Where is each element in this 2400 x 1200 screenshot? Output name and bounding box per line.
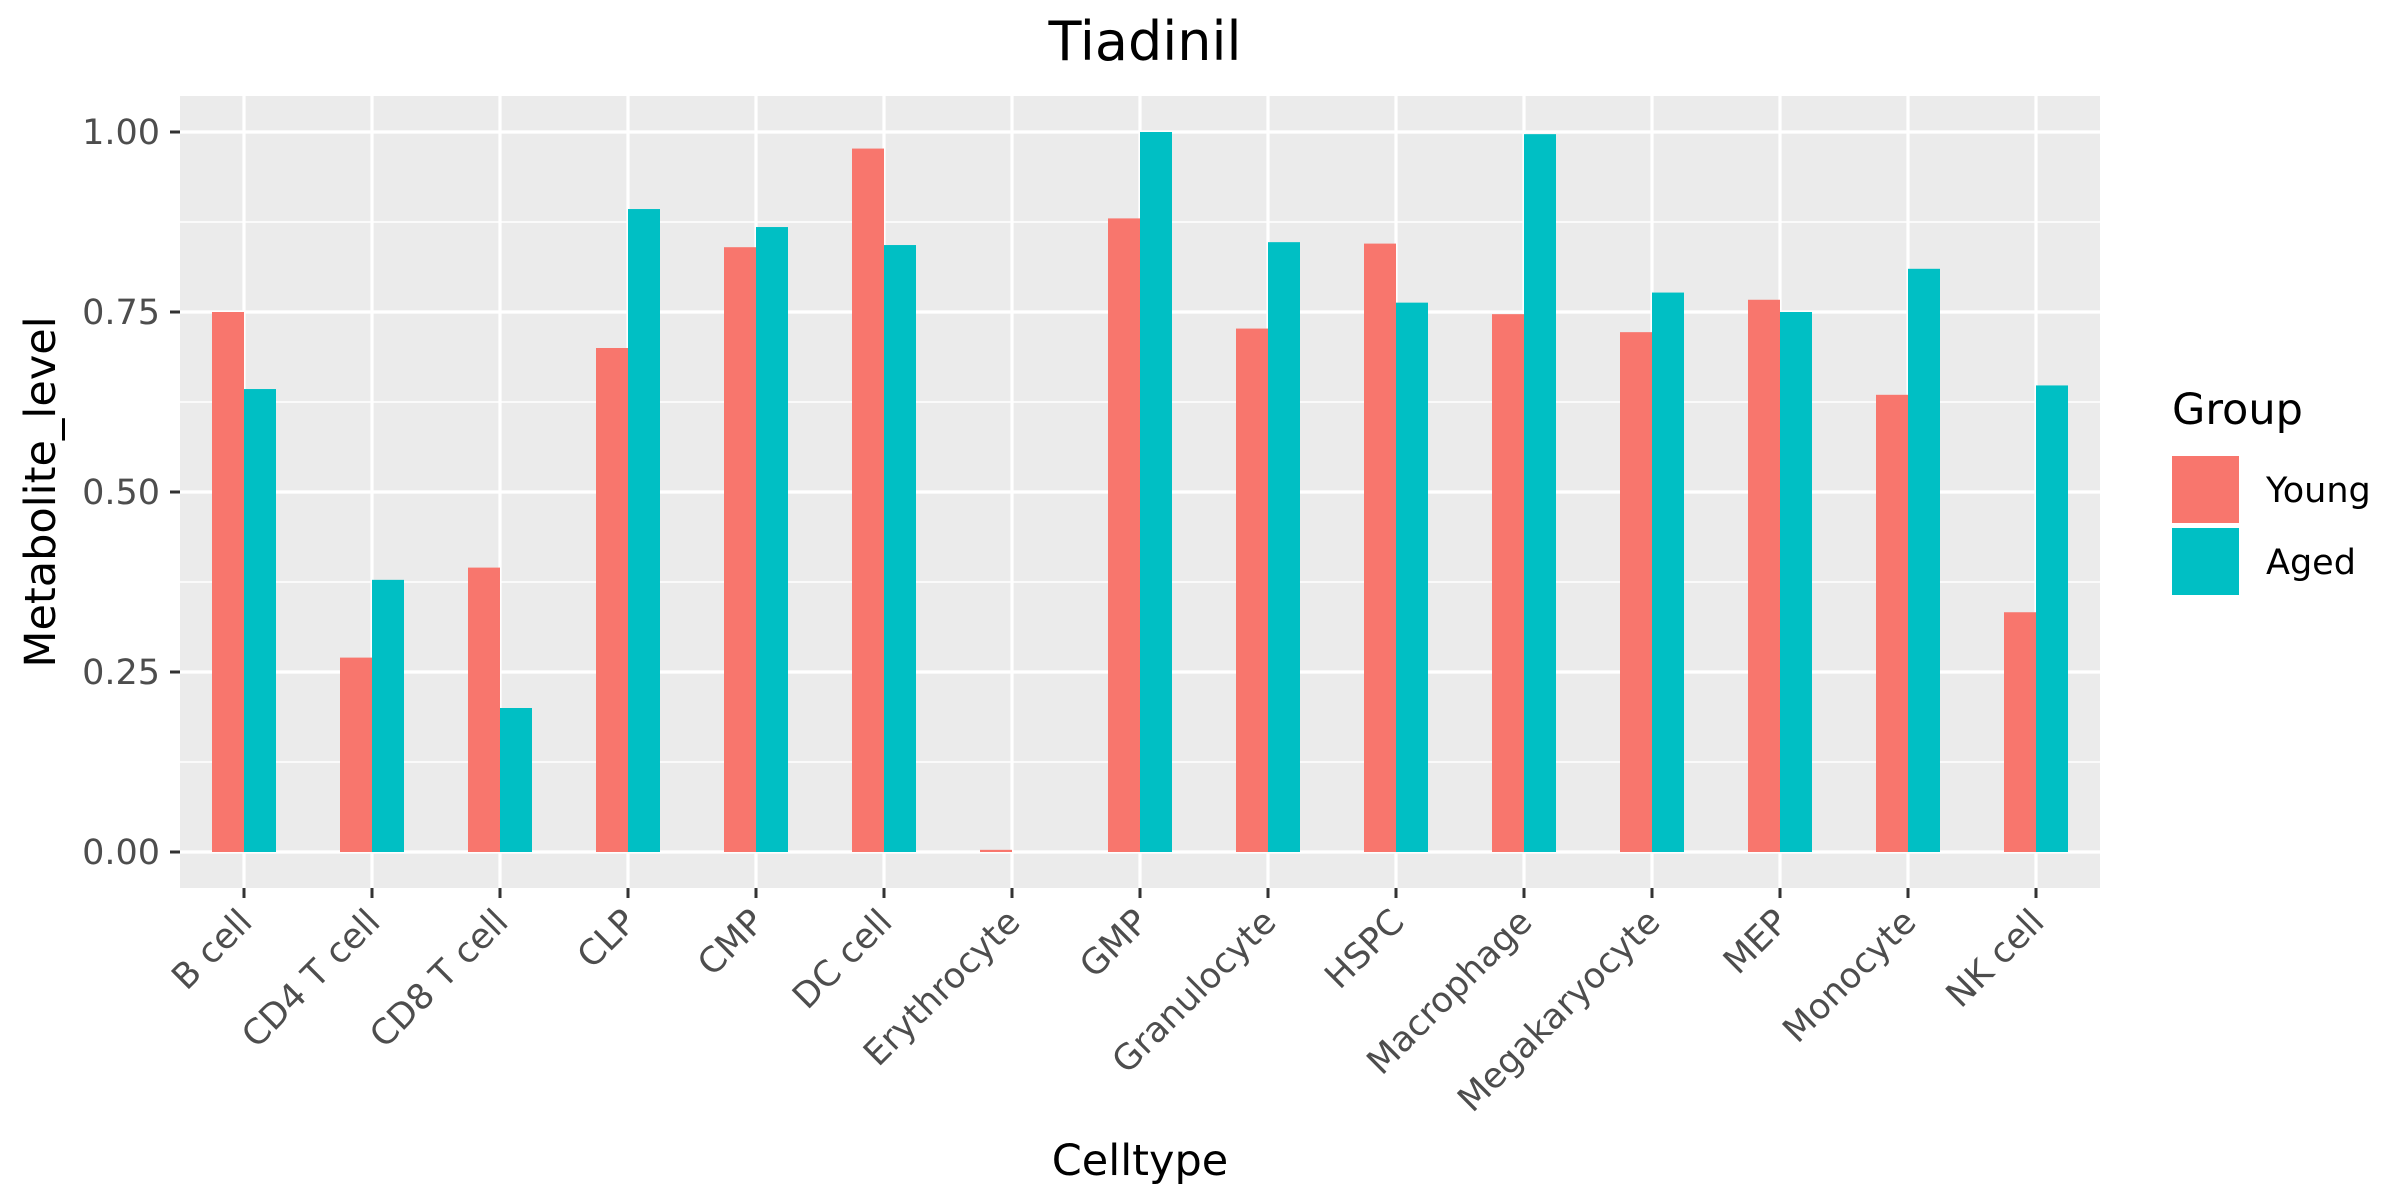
bar bbox=[244, 389, 276, 852]
bar bbox=[468, 567, 500, 852]
y-axis: 0.00 0.25 0.50 0.75 1.00 bbox=[82, 113, 180, 873]
bar bbox=[1108, 218, 1140, 852]
legend-label: Young bbox=[2265, 471, 2371, 511]
y-tick-label: 1.00 bbox=[82, 113, 160, 153]
bar bbox=[1780, 312, 1812, 852]
chart-title: Tiadinil bbox=[1048, 10, 1242, 73]
x-tick-label: CLP bbox=[570, 902, 644, 976]
bar bbox=[1748, 299, 1780, 852]
x-tick-label: B cell bbox=[165, 902, 261, 998]
bar bbox=[1140, 132, 1172, 852]
bar bbox=[628, 209, 660, 853]
x-tick-label: MEP bbox=[1716, 902, 1796, 982]
bar bbox=[1620, 332, 1652, 852]
y-axis-title: Metabolite_level bbox=[16, 316, 66, 667]
x-axis-title: Celltype bbox=[1052, 1136, 1228, 1186]
legend: Group Young Aged bbox=[2172, 385, 2371, 595]
bar bbox=[1876, 394, 1908, 852]
x-tick-label: CD4 T cell bbox=[235, 902, 389, 1056]
bar bbox=[884, 245, 916, 853]
bar bbox=[372, 579, 404, 852]
legend-title: Group bbox=[2172, 385, 2303, 435]
bar bbox=[1364, 243, 1396, 853]
bar bbox=[1492, 314, 1524, 852]
x-tick-label: Monocyte bbox=[1776, 902, 1925, 1051]
legend-key bbox=[2172, 456, 2239, 523]
bars bbox=[212, 132, 2068, 853]
bar bbox=[980, 849, 1012, 852]
bar bbox=[1908, 268, 1940, 852]
bar bbox=[2036, 385, 2068, 852]
y-tick-label: 0.00 bbox=[82, 833, 160, 873]
bar bbox=[852, 148, 884, 852]
bar bbox=[596, 348, 628, 852]
bar bbox=[1396, 302, 1428, 852]
bar bbox=[1524, 134, 1556, 852]
bar bbox=[1652, 292, 1684, 852]
bar bbox=[1236, 328, 1268, 852]
y-tick-label: 0.25 bbox=[82, 653, 160, 693]
legend-items: Young Aged bbox=[2172, 456, 2371, 595]
x-tick-label: DC cell bbox=[785, 902, 900, 1017]
x-tick-label: NK cell bbox=[1939, 902, 2052, 1015]
bar bbox=[1268, 242, 1300, 852]
bar bbox=[212, 312, 244, 852]
x-tick-label: HSPC bbox=[1318, 902, 1413, 997]
x-tick-label: CMP bbox=[691, 902, 773, 984]
legend-label: Aged bbox=[2266, 543, 2356, 583]
y-tick-label: 0.50 bbox=[82, 473, 160, 513]
x-tick-label: GMP bbox=[1073, 902, 1157, 986]
bar bbox=[340, 657, 372, 852]
legend-key bbox=[2172, 528, 2239, 595]
x-tick-label: CD8 T cell bbox=[363, 902, 517, 1056]
bar bbox=[500, 708, 532, 852]
y-tick-label: 0.75 bbox=[82, 293, 160, 333]
bar bbox=[724, 247, 756, 852]
bar bbox=[2004, 612, 2036, 852]
bar bbox=[756, 227, 788, 853]
